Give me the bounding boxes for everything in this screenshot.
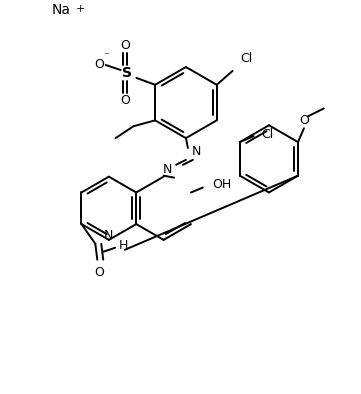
Text: H: H	[119, 239, 129, 252]
Text: Cl: Cl	[262, 128, 274, 141]
Text: O: O	[299, 114, 309, 127]
Text: O: O	[94, 266, 104, 279]
Text: +: +	[75, 4, 85, 14]
Text: Na: Na	[52, 3, 71, 17]
Text: OH: OH	[213, 178, 232, 191]
Text: O: O	[121, 94, 130, 107]
Text: Cl: Cl	[240, 52, 253, 65]
Text: S: S	[122, 66, 132, 80]
Text: N: N	[104, 229, 113, 242]
Text: N: N	[163, 163, 172, 176]
Text: ⁻: ⁻	[103, 51, 109, 61]
Text: O: O	[121, 39, 130, 52]
Text: O: O	[94, 58, 104, 71]
Text: N: N	[192, 145, 201, 158]
